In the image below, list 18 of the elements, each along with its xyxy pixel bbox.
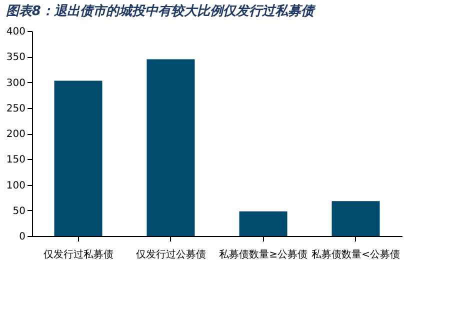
bar xyxy=(54,80,102,236)
bar xyxy=(332,201,380,236)
y-tick-label: 0 xyxy=(19,232,26,242)
x-tick-label: 仅发行过私募债 xyxy=(43,248,114,260)
y-tick-label: 200 xyxy=(6,129,26,140)
bar xyxy=(239,211,288,236)
y-tick-label: 250 xyxy=(6,103,26,114)
chart-title: 图表8：退出债市的城投中有较大比例仅发行过私募债 xyxy=(6,3,316,19)
y-tick-label: 150 xyxy=(6,154,26,166)
bar xyxy=(146,59,195,236)
y-tick-label: 300 xyxy=(6,78,26,89)
x-tick-label: 仅发行过公募债 xyxy=(136,248,206,260)
x-tick-label: 私募债数量≥公募债 xyxy=(219,248,308,260)
y-tick-label: 350 xyxy=(6,52,26,64)
y-tick-label: 400 xyxy=(6,26,26,38)
x-tick-label: 私募债数量<公募债 xyxy=(312,248,400,260)
y-tick-label: 50 xyxy=(12,206,26,217)
y-tick-label: 100 xyxy=(6,180,26,192)
